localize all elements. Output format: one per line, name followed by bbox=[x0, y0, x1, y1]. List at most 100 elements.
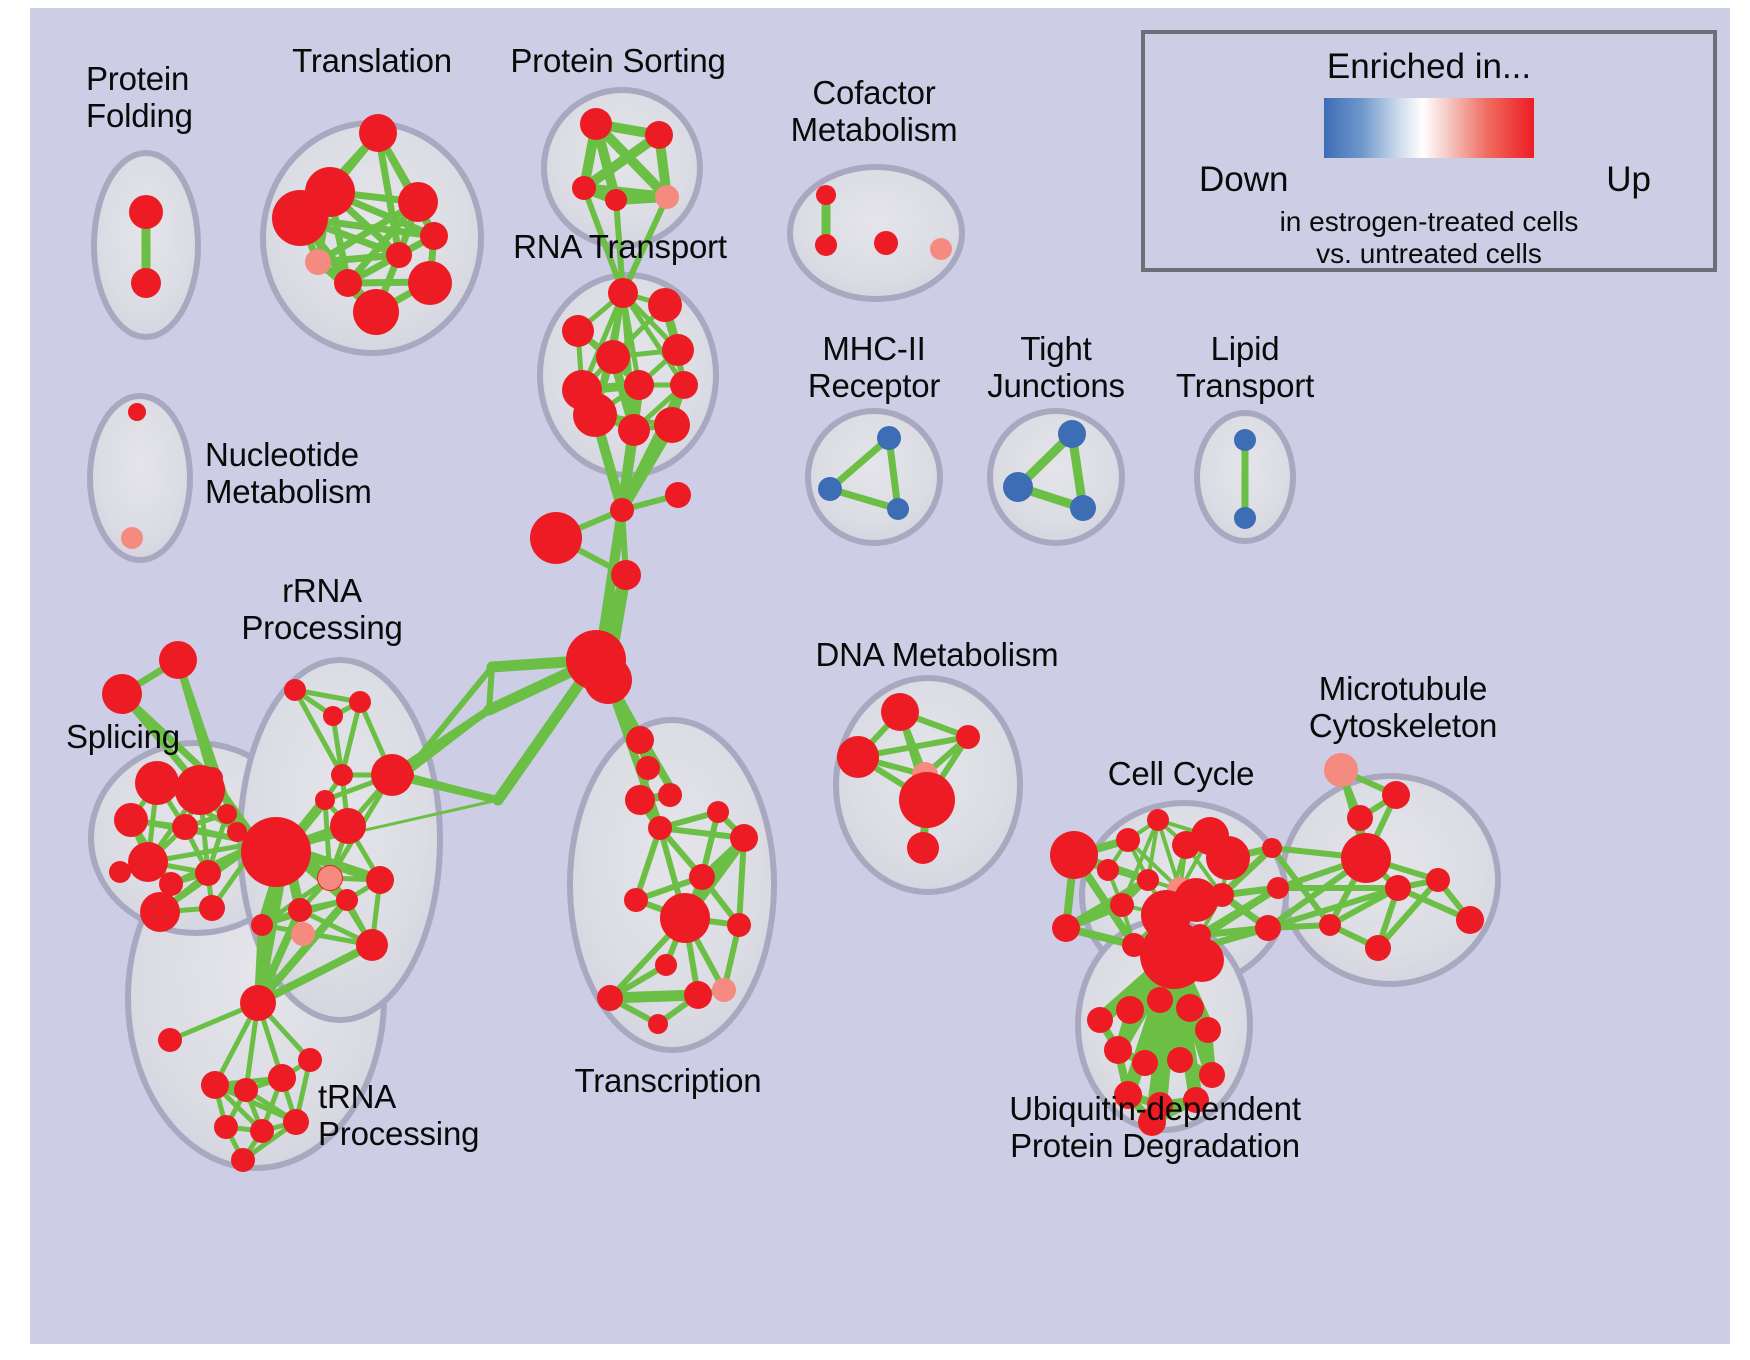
node bbox=[291, 922, 315, 946]
node bbox=[140, 892, 180, 932]
cluster-label-nucleotide-metabolism: Nucleotide Metabolism bbox=[205, 436, 372, 510]
node bbox=[251, 914, 273, 936]
node bbox=[283, 1109, 309, 1135]
node bbox=[398, 182, 438, 222]
node bbox=[636, 756, 660, 780]
cluster-halo-nucleotide-metabolism bbox=[87, 393, 193, 563]
node bbox=[214, 1115, 238, 1139]
cluster-label-trna-processing: tRNA Processing bbox=[318, 1078, 480, 1152]
node bbox=[618, 414, 650, 446]
node bbox=[315, 790, 335, 810]
node bbox=[1195, 1017, 1221, 1043]
node bbox=[114, 803, 148, 837]
node bbox=[334, 269, 362, 297]
node bbox=[128, 403, 146, 421]
cluster-label-protein-sorting: Protein Sorting bbox=[510, 42, 726, 79]
node bbox=[128, 842, 168, 882]
cluster-label-transcription: Transcription bbox=[574, 1062, 762, 1099]
node bbox=[658, 783, 682, 807]
node bbox=[608, 278, 638, 308]
legend-subtitle-line1: in estrogen-treated cells bbox=[1279, 206, 1579, 237]
node bbox=[530, 512, 582, 564]
node bbox=[1052, 914, 1080, 942]
node bbox=[353, 289, 399, 335]
node bbox=[1116, 828, 1140, 852]
node bbox=[288, 898, 312, 922]
cluster-label-ubiquitin-protein-degradation: Ubiquitin-dependent Protein Degradation bbox=[1009, 1090, 1301, 1164]
node bbox=[689, 864, 715, 890]
node bbox=[624, 370, 654, 400]
node bbox=[175, 765, 225, 815]
node bbox=[727, 913, 751, 937]
node bbox=[654, 407, 690, 443]
node bbox=[135, 761, 179, 805]
node bbox=[610, 498, 634, 522]
node bbox=[881, 693, 919, 731]
node bbox=[1210, 883, 1234, 907]
node bbox=[318, 866, 342, 890]
node bbox=[816, 185, 836, 205]
node bbox=[1104, 1036, 1132, 1064]
node bbox=[573, 393, 617, 437]
node bbox=[131, 268, 161, 298]
node bbox=[109, 861, 131, 883]
node bbox=[234, 1078, 258, 1102]
node bbox=[877, 426, 901, 450]
node bbox=[1050, 831, 1098, 879]
cluster-label-splicing: Splicing bbox=[66, 718, 180, 755]
node bbox=[1199, 1062, 1225, 1088]
cluster-label-mhc-ii-receptor: MHC-II Receptor bbox=[807, 330, 941, 404]
node bbox=[1319, 914, 1341, 936]
node bbox=[648, 288, 682, 322]
legend-color-gradient-bar bbox=[1324, 98, 1534, 158]
node bbox=[837, 736, 879, 778]
node bbox=[284, 679, 306, 701]
node bbox=[1324, 753, 1358, 787]
node bbox=[815, 234, 837, 256]
node bbox=[1180, 938, 1224, 982]
node bbox=[580, 108, 612, 140]
node bbox=[201, 1071, 229, 1099]
legend-low-label: Down bbox=[1199, 160, 1289, 199]
legend-box: Enriched in... Down Up in estrogen-treat… bbox=[1141, 30, 1717, 272]
node bbox=[1122, 933, 1146, 957]
node bbox=[596, 340, 630, 374]
node bbox=[625, 785, 655, 815]
node bbox=[172, 814, 198, 840]
node bbox=[1234, 507, 1256, 529]
node bbox=[250, 1119, 274, 1143]
node bbox=[1262, 838, 1282, 858]
cluster-halo-protein-sorting bbox=[541, 87, 703, 249]
node bbox=[1255, 915, 1281, 941]
node bbox=[572, 176, 596, 200]
node bbox=[712, 978, 736, 1002]
node bbox=[1341, 833, 1391, 883]
node bbox=[359, 114, 397, 152]
node bbox=[1138, 1108, 1166, 1136]
node bbox=[655, 954, 677, 976]
node bbox=[660, 893, 710, 943]
node bbox=[240, 985, 276, 1021]
node bbox=[1183, 1087, 1209, 1113]
node bbox=[1087, 1007, 1113, 1033]
node bbox=[605, 189, 627, 211]
node bbox=[670, 371, 698, 399]
node bbox=[1147, 987, 1173, 1013]
node bbox=[1426, 868, 1450, 892]
legend-subtitle-line2: vs. untreated cells bbox=[1316, 238, 1542, 269]
node bbox=[624, 888, 648, 912]
node bbox=[1070, 495, 1096, 521]
legend-high-label: Up bbox=[1606, 160, 1651, 199]
cluster-label-rna-transport: RNA Transport bbox=[513, 228, 727, 265]
node bbox=[1058, 420, 1086, 448]
network-nodes bbox=[102, 108, 1484, 1172]
node bbox=[1137, 869, 1159, 891]
cluster-label-rrna-processing: rRNA Processing bbox=[241, 572, 403, 646]
node bbox=[102, 674, 142, 714]
node bbox=[1003, 472, 1033, 502]
node bbox=[1365, 935, 1391, 961]
node bbox=[158, 1028, 182, 1052]
node bbox=[899, 772, 955, 828]
node bbox=[129, 195, 163, 229]
